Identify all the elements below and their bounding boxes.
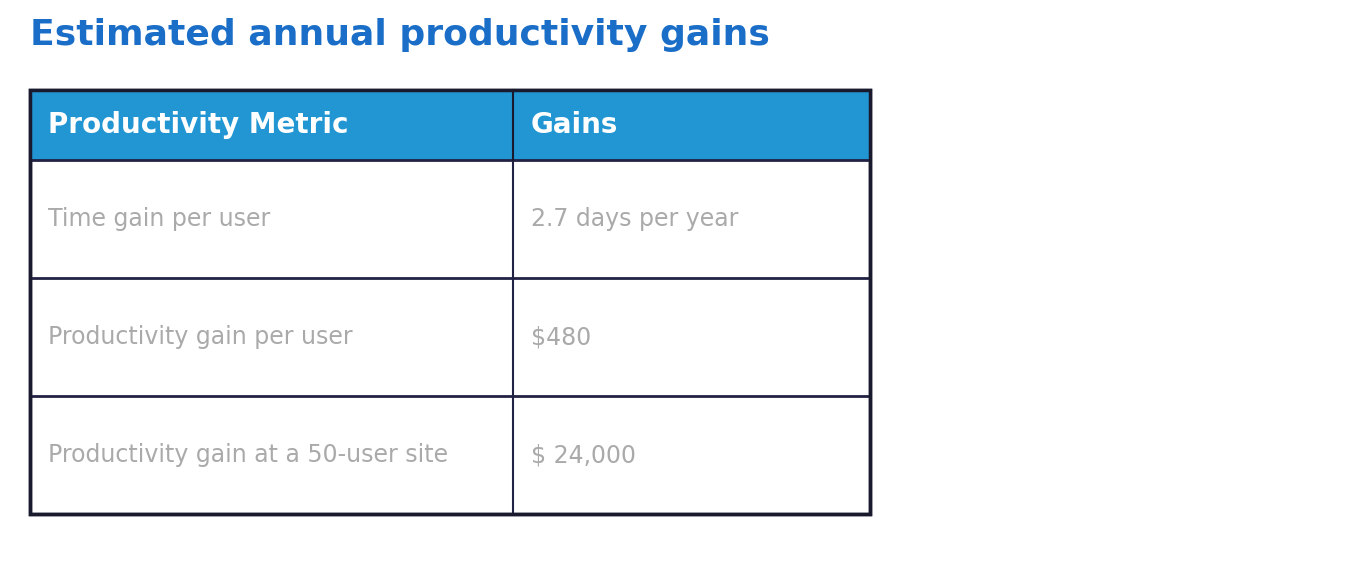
Bar (30, 90, 870, 514)
Text: $ 24,000: $ 24,000 (531, 443, 637, 467)
Text: 2.7 days per year: 2.7 days per year (531, 207, 739, 231)
Bar (30, 90, 870, 514)
Bar (30, 90, 870, 160)
Text: Estimated annual productivity gains: Estimated annual productivity gains (30, 18, 770, 52)
Text: Time gain per user: Time gain per user (48, 207, 270, 231)
Text: Productivity gain per user: Productivity gain per user (48, 325, 352, 349)
Text: Gains: Gains (531, 111, 619, 139)
Text: Productivity Metric: Productivity Metric (48, 111, 348, 139)
Text: $480: $480 (531, 325, 591, 349)
Text: Productivity gain at a 50-user site: Productivity gain at a 50-user site (48, 443, 448, 467)
